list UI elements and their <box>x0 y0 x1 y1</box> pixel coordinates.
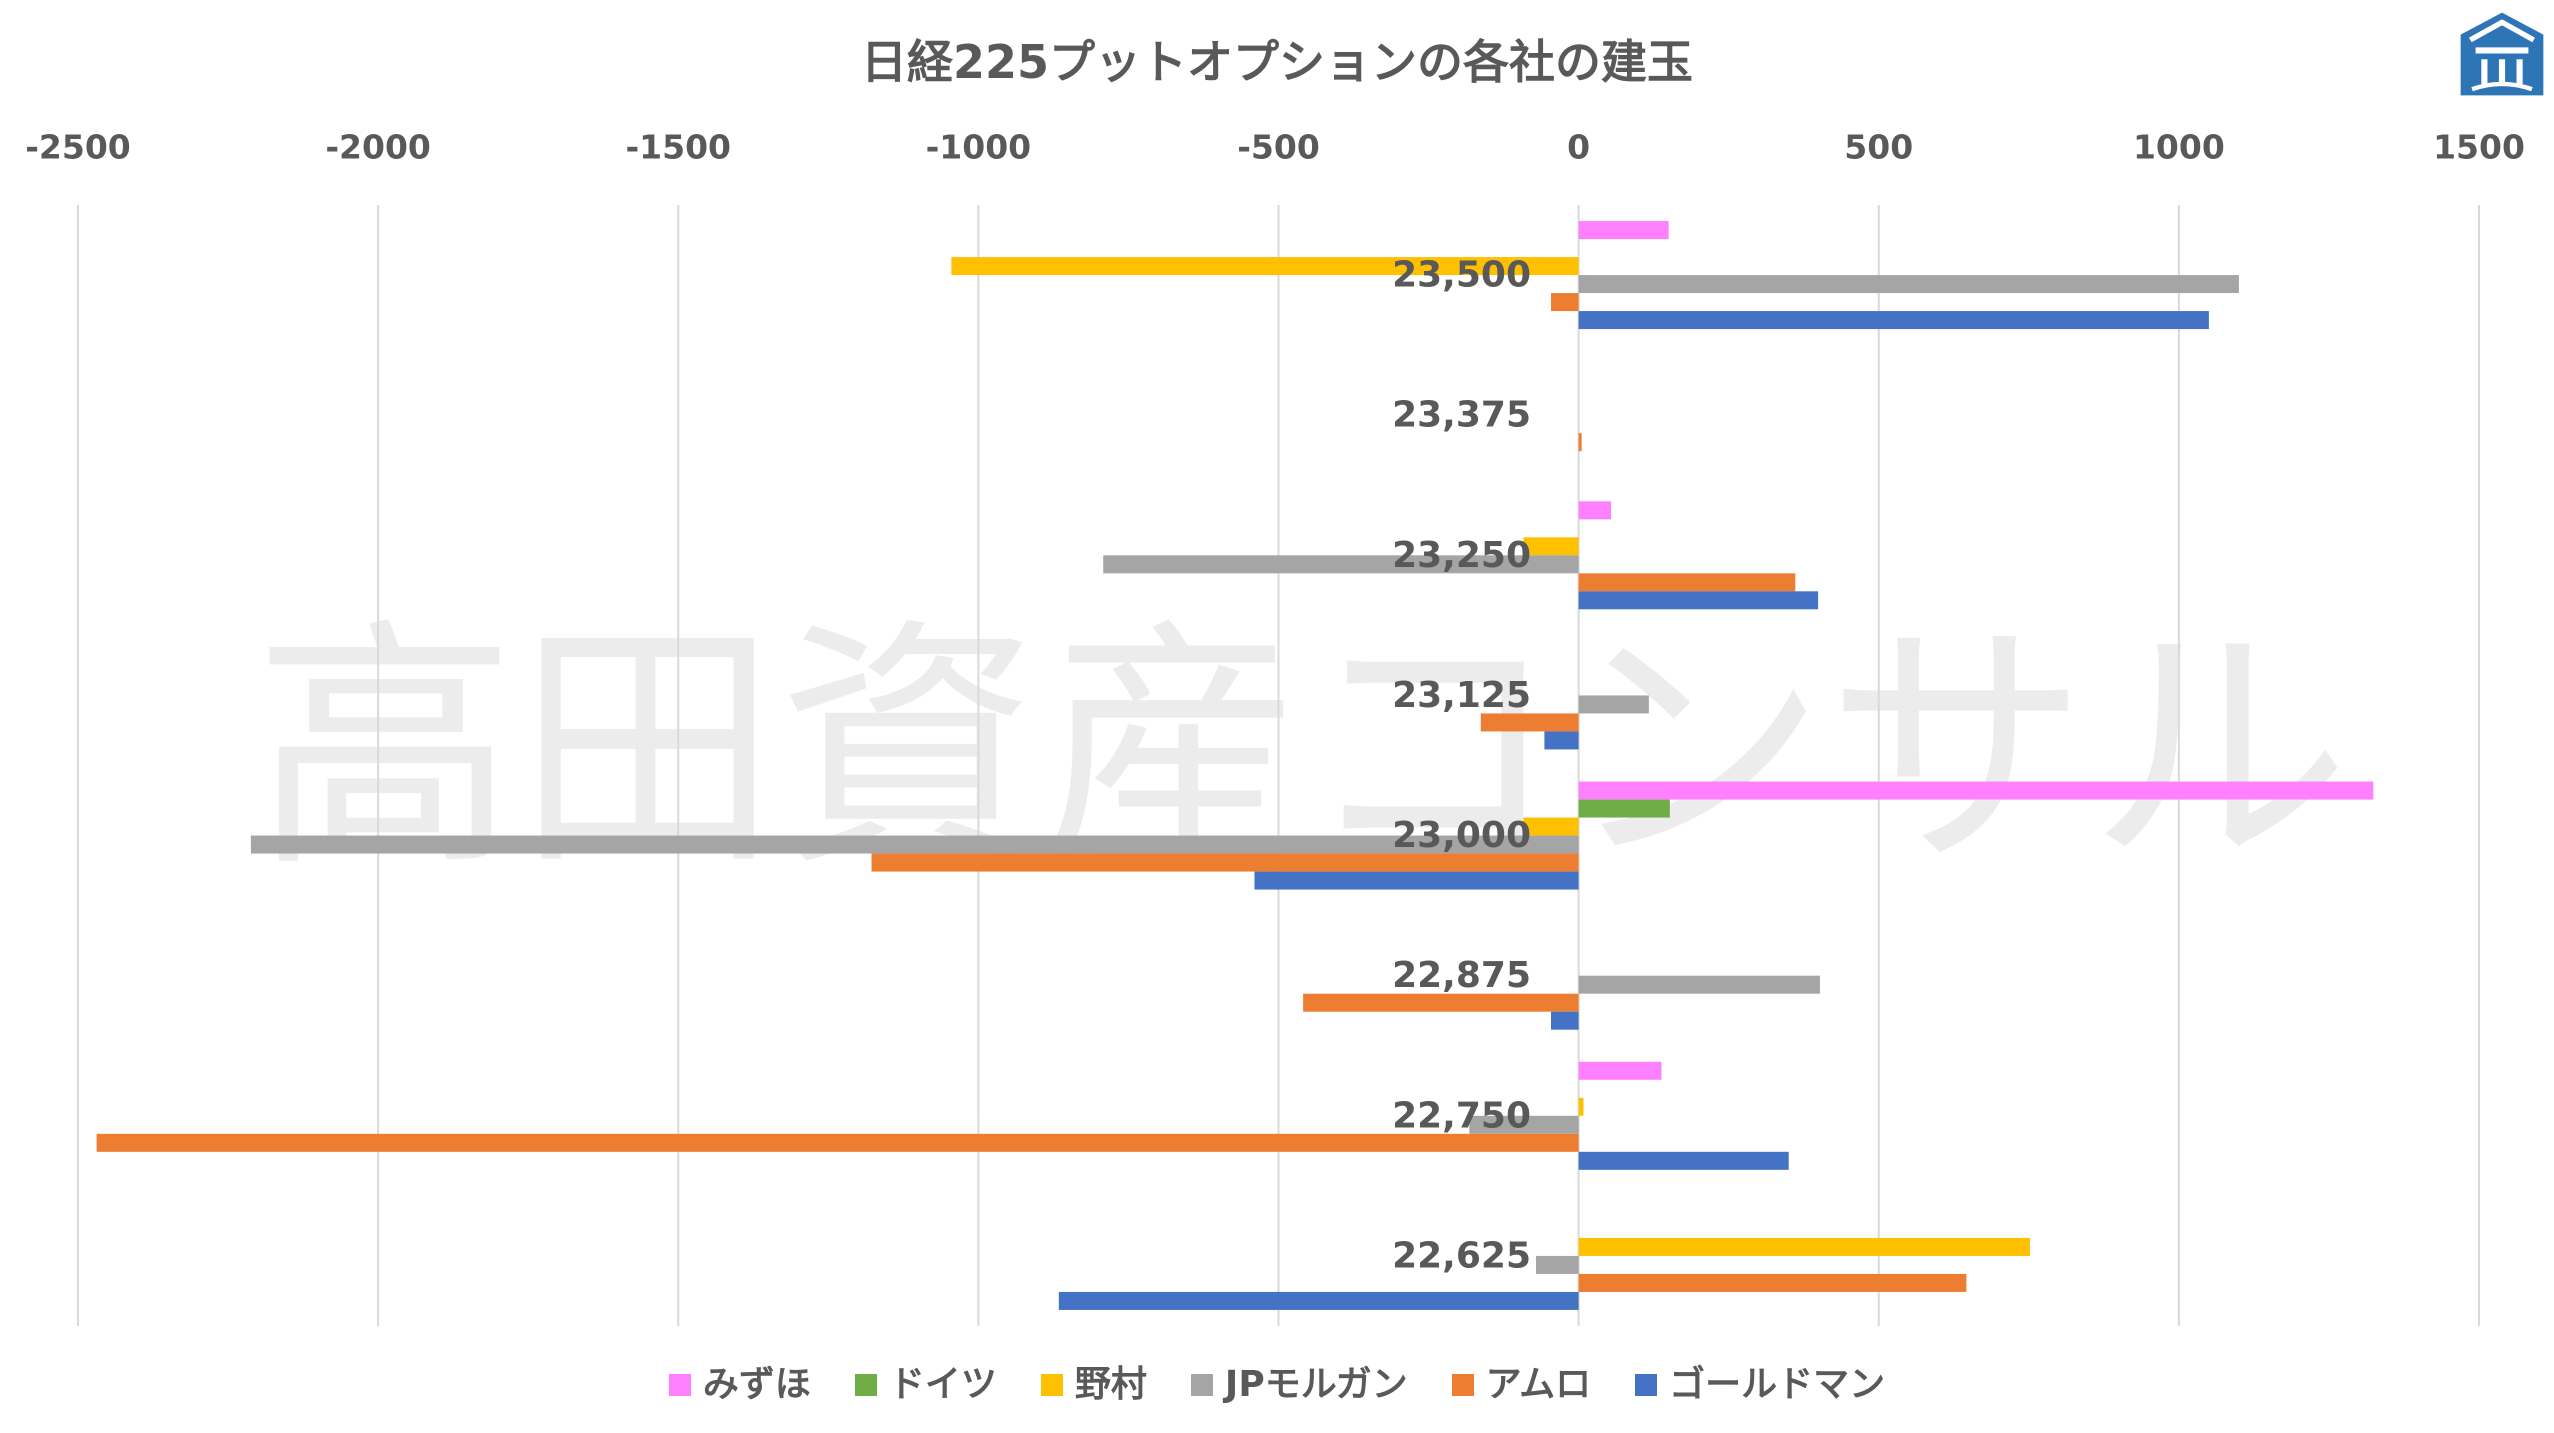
data-bar <box>1303 993 1579 1012</box>
data-bar <box>1578 433 1582 452</box>
data-bar <box>1578 799 1670 818</box>
data-bar <box>1544 731 1579 750</box>
x-axis-ticks: -2500 -2000 -1500 -1000 -500 0 500 1000 1500 <box>25 128 2525 167</box>
data-bar <box>1578 573 1796 592</box>
x-tick-label: -2500 <box>25 128 131 167</box>
data-bar <box>1578 695 1649 714</box>
data-bar <box>1551 1011 1579 1030</box>
data-bar <box>1578 781 2374 800</box>
x-tick-label: -500 <box>1237 128 1320 167</box>
legend-label: ドイツ <box>888 1364 997 1405</box>
legend-item: 野村 <box>1040 1360 1147 1410</box>
data-bar <box>1523 817 1579 836</box>
data-bar <box>96 1133 1579 1152</box>
x-tick-label: 1000 <box>2133 128 2225 167</box>
legend-item: みずほ <box>668 1360 811 1410</box>
gridlines <box>77 205 2480 1326</box>
x-tick-label: -1000 <box>926 128 1032 167</box>
legend-swatch <box>668 1374 691 1396</box>
data-bar <box>1103 555 1579 574</box>
category-label: 23,500 <box>1392 255 1531 296</box>
category-label: 23,000 <box>1392 815 1531 856</box>
data-bar <box>1536 1255 1579 1274</box>
legend-item: ドイツ <box>854 1360 997 1410</box>
x-tick-label: 500 <box>1844 128 1913 167</box>
data-bar <box>1578 275 2239 294</box>
data-bar <box>1480 713 1579 732</box>
category-label: 23,125 <box>1392 675 1531 716</box>
legend-item: ゴールドマン <box>1635 1360 1885 1410</box>
legend-swatch <box>1190 1374 1213 1396</box>
data-bar <box>1578 221 1669 240</box>
legend-label: みずほ <box>702 1364 811 1405</box>
legend-label: JPモルガン <box>1224 1364 1408 1405</box>
legend-swatch <box>1451 1374 1474 1396</box>
x-tick-label: 0 <box>1567 128 1590 167</box>
legend-item: JPモルガン <box>1190 1360 1408 1410</box>
data-bar <box>1254 871 1579 890</box>
data-bar <box>1058 1291 1579 1310</box>
x-tick-label: -2000 <box>325 128 431 167</box>
data-bar <box>1578 591 1819 610</box>
x-tick-label: 1500 <box>2433 128 2525 167</box>
legend-swatch <box>854 1374 877 1396</box>
data-bar <box>1578 501 1612 520</box>
category-label: 22,625 <box>1392 1235 1531 1276</box>
data-bar <box>1578 1151 1789 1170</box>
logo-icon <box>2458 10 2546 98</box>
data-bar <box>951 257 1579 276</box>
category-label: 22,750 <box>1392 1095 1531 1136</box>
data-bar <box>1551 293 1579 312</box>
data-bar <box>1523 537 1579 556</box>
category-label: 22,875 <box>1392 955 1531 996</box>
legend-label: ゴールドマン <box>1669 1364 1886 1405</box>
category-labels: 23,500 23,375 23,250 23,125 23,000 22,875 22,7… <box>1392 255 1531 1277</box>
legend-swatch <box>1635 1374 1658 1396</box>
legend-label: 野村 <box>1074 1364 1147 1405</box>
data-bar <box>1578 311 2209 330</box>
data-bar <box>1578 1097 1584 1116</box>
legend-label: アムロ <box>1485 1364 1592 1405</box>
category-label: 23,250 <box>1392 535 1531 576</box>
data-bar <box>1578 975 1820 994</box>
bars <box>96 221 2374 1310</box>
data-bar <box>1469 1115 1579 1134</box>
data-bar <box>1578 1237 2031 1256</box>
data-bar <box>250 835 1579 854</box>
data-bar <box>1578 1061 1662 1080</box>
legend-swatch <box>1040 1374 1063 1396</box>
legend-item: アムロ <box>1451 1360 1592 1410</box>
category-label: 23,375 <box>1392 395 1531 436</box>
legend: みずほ ドイツ 野村 JPモルガン アムロ ゴールドマン <box>0 1360 2554 1410</box>
x-tick-label: -1500 <box>625 128 731 167</box>
data-bar <box>871 853 1579 872</box>
chart-title: 日経225プットオプションの各社の建玉 <box>860 35 1694 89</box>
data-bar <box>1578 1273 1967 1292</box>
